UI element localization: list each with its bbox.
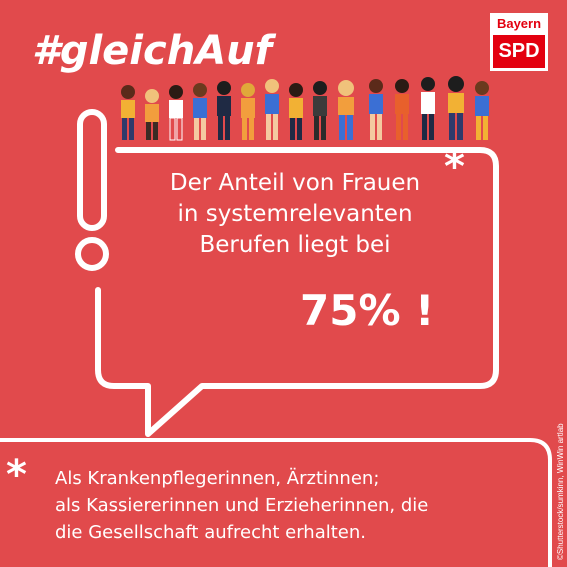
woman-figure [421, 77, 435, 140]
spd-bayern-logo: Bayern SPD [490, 13, 548, 71]
woman-figure [313, 81, 327, 140]
footnote-line: Als Krankenpflegerinnen, Ärztinnen; [55, 468, 380, 489]
exclamation-bar [77, 109, 107, 231]
percentage-highlight: 75% ! [300, 286, 435, 335]
statement-asterisk: * [444, 144, 465, 190]
statement-line: in systemrelevanten [177, 201, 413, 227]
statement-line: Berufen liegt bei [199, 232, 391, 258]
woman-figure [448, 76, 464, 140]
speech-bubble-outline [95, 147, 499, 437]
woman-figure [395, 79, 409, 140]
woman-figure [265, 79, 279, 140]
woman-figure [193, 83, 207, 140]
woman-figure [338, 80, 354, 140]
logo-region-label: Bayern [496, 16, 542, 31]
footnote-line: als Kassiererinnen und Erzieherinnen, di… [55, 495, 429, 516]
hashtag-title: #gleichAuf [32, 28, 273, 74]
woman-figure [475, 81, 489, 140]
women-crowd-illustration [121, 76, 489, 141]
footnote-text: Als Krankenpflegerinnen, Ärztinnen; als … [55, 465, 545, 546]
woman-figure [289, 83, 303, 140]
woman-figure [169, 85, 183, 141]
logo-party-label: SPD [493, 35, 545, 68]
woman-figure [241, 83, 255, 140]
image-credit: ©Shutterstock/sumkinn, WinWin artlab [556, 423, 565, 560]
swoosh-line [0, 438, 552, 567]
exclamation-dot [75, 237, 109, 271]
woman-figure [369, 79, 383, 140]
statement-line: Der Anteil von Frauen [169, 170, 421, 196]
footnote-line: die Gesellschaft aufrecht erhalten. [55, 522, 367, 543]
woman-figure [145, 89, 159, 140]
woman-figure [217, 81, 231, 140]
bubble-statement: Der Anteil von Frauen in systemrelevante… [120, 168, 470, 261]
woman-figure [121, 85, 135, 140]
footnote-asterisk: * [6, 452, 27, 498]
